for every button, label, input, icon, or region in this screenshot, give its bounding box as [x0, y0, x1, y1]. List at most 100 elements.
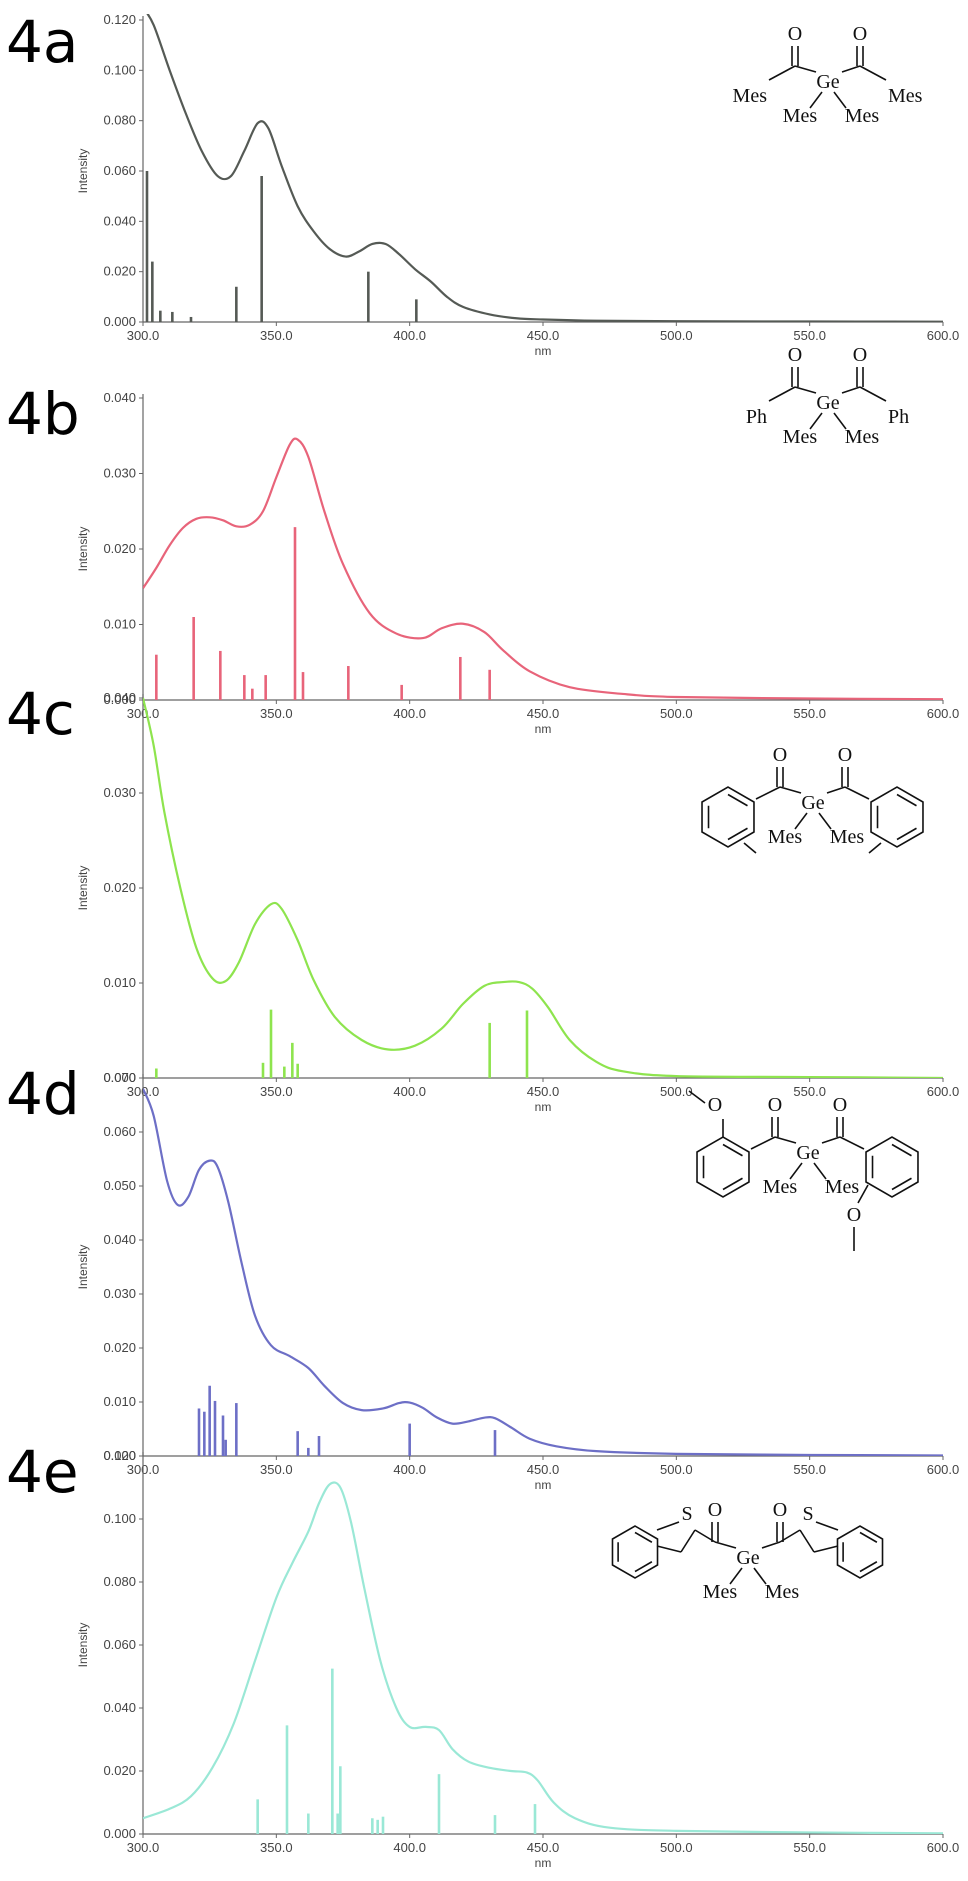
x-tick-label: 450.0	[527, 1084, 560, 1099]
bond	[839, 1136, 865, 1150]
bond	[755, 786, 781, 800]
x-tick-label: 400.0	[393, 1462, 426, 1477]
x-tick-label: 500.0	[660, 1462, 693, 1477]
y-tick-label: 0.040	[103, 1232, 136, 1247]
x-tick-label: 600.0	[927, 328, 960, 343]
y-tick-label: 0.010	[103, 1394, 136, 1409]
y-tick-label: 0.030	[103, 785, 136, 800]
bond	[753, 1567, 767, 1585]
panel-label: 4b	[6, 380, 80, 448]
y-tick-label: 0.080	[103, 1574, 136, 1589]
atom-label: Ge	[816, 392, 839, 414]
bond	[779, 786, 802, 794]
benzene-ring	[870, 786, 924, 848]
y-tick-label: 0.040	[103, 690, 136, 705]
spectrum-line	[143, 697, 943, 1078]
bond	[868, 842, 882, 854]
x-tick-label: 350.0	[260, 1462, 293, 1477]
bond	[779, 1529, 801, 1543]
bond	[826, 786, 846, 794]
x-tick-label: 600.0	[927, 1084, 960, 1099]
y-tick-label: 0.080	[103, 113, 136, 128]
chemical-structure: O O Ge Mes Mes O O	[688, 1090, 919, 1251]
x-axis-title: nm	[535, 722, 552, 736]
atom-label: Mes	[825, 1176, 860, 1198]
x-tick-label: 400.0	[393, 1084, 426, 1099]
y-tick-label: 0.040	[103, 1700, 136, 1715]
panel-label: 4a	[6, 8, 78, 76]
atom-label: S	[802, 1503, 813, 1525]
stick-spectrum	[145, 171, 418, 322]
bond	[844, 786, 870, 800]
atom-label: Ge	[796, 1142, 819, 1164]
bond	[722, 1177, 743, 1191]
x-tick-label: 400.0	[393, 706, 426, 721]
atom-label: Mes	[845, 426, 880, 448]
bond	[761, 1541, 781, 1549]
x-tick-label: 350.0	[260, 706, 293, 721]
y-tick-label: 0.000	[103, 1070, 136, 1085]
y-tick-label: 0.040	[103, 390, 136, 405]
atom-label: O	[847, 1204, 861, 1226]
chemical-structure: O O Ge Mes Mes	[701, 744, 924, 854]
spectrum-line	[143, 1088, 943, 1456]
y-tick-label: 0.000	[103, 1448, 136, 1463]
x-tick-label: 550.0	[793, 706, 826, 721]
bond	[859, 386, 887, 402]
bond	[729, 1567, 743, 1585]
panel-label: 4d	[6, 1060, 80, 1128]
spectrum-line	[143, 1481, 943, 1834]
y-tick-label: 0.040	[103, 213, 136, 228]
stick-spectrum	[155, 1009, 529, 1078]
chart-panel-4e: 4e 0.000 0.020 0.040 0.060 0.080 0.100 0.120 300…	[6, 1438, 959, 1870]
panel-label: 4e	[6, 1438, 79, 1506]
bond	[774, 1136, 797, 1144]
atom-label: Mes	[783, 426, 818, 448]
atom-label: O	[788, 23, 802, 45]
bond	[694, 1529, 716, 1543]
bond	[896, 827, 917, 841]
y-tick-label: 0.000	[103, 692, 136, 707]
atom-label: Ge	[736, 1547, 759, 1569]
x-axis-title: nm	[535, 1478, 552, 1492]
chart-panel-4d: 4d 0.000 0.010 0.020 0.030 0.040 0.050 0.060 0.0…	[6, 1060, 959, 1492]
bond	[891, 1177, 912, 1191]
bond	[743, 842, 757, 854]
x-tick-label: 350.0	[260, 1084, 293, 1099]
y-tick-label: 0.030	[103, 466, 136, 481]
panel-label: 4c	[6, 680, 75, 748]
x-tick-label: 400.0	[393, 328, 426, 343]
atom-label: S	[681, 1503, 692, 1525]
bond	[813, 1545, 839, 1553]
spectrum-line	[146, 14, 943, 322]
x-tick-label: 500.0	[660, 1084, 693, 1099]
y-axis-title: Intensity	[76, 527, 90, 572]
atom-label: Mes	[888, 85, 923, 107]
atom-label: O	[853, 23, 867, 45]
atom-label: O	[708, 1499, 722, 1521]
y-tick-label: 0.020	[103, 541, 136, 556]
bond	[688, 1090, 706, 1104]
x-tick-label: 600.0	[927, 1462, 960, 1477]
chemical-structure: O O Ge Mes Mes S S	[611, 1499, 884, 1603]
bond	[859, 1531, 878, 1543]
y-tick-label: 0.060	[103, 163, 136, 178]
bond	[809, 412, 823, 430]
bond	[634, 1531, 653, 1543]
bond	[813, 1162, 827, 1180]
stick-spectrum	[155, 527, 491, 700]
atom-label: O	[773, 744, 787, 766]
y-tick-label: 0.000	[103, 1826, 136, 1841]
bond	[859, 65, 887, 81]
bond	[714, 1541, 737, 1549]
bond	[794, 812, 808, 830]
bond	[857, 1184, 869, 1204]
x-tick-label: 450.0	[527, 328, 560, 343]
atom-label: O	[833, 1094, 847, 1116]
bond	[768, 386, 796, 402]
bond	[722, 1143, 743, 1157]
bond	[833, 412, 847, 430]
atom-label: Mes	[733, 85, 768, 107]
